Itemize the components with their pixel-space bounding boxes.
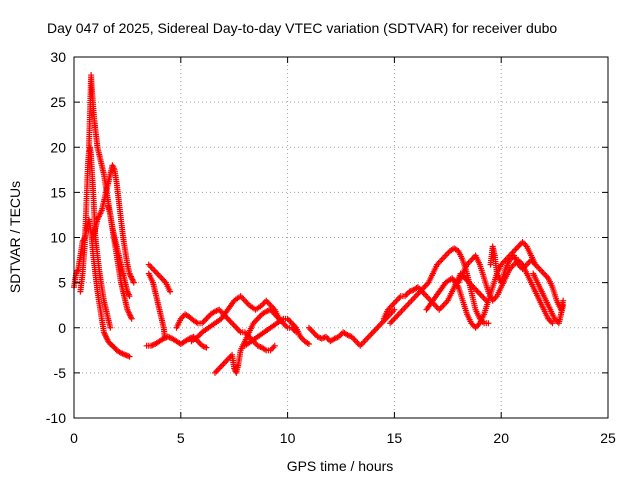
series-track-13: [305, 306, 398, 349]
y-axis-label: SDTVAR / TECUs: [7, 181, 23, 293]
x-tick-label: 20: [493, 430, 509, 446]
y-tick-label: 25: [50, 94, 66, 110]
data-point: [485, 320, 492, 327]
y-tick-label: 10: [50, 230, 66, 246]
y-tick-label: 0: [58, 320, 66, 336]
x-tick-label: 0: [70, 430, 78, 446]
x-tick-label: 25: [600, 430, 616, 446]
data-point: [305, 340, 312, 347]
series-track-2: [77, 144, 114, 331]
y-tick-label: 20: [50, 139, 66, 155]
series-track-4: [90, 162, 137, 286]
series-track-19: [530, 270, 567, 327]
y-tick-label: -5: [54, 365, 67, 381]
x-tick-label: 15: [387, 430, 403, 446]
data-point: [128, 315, 135, 322]
data-points: [71, 72, 567, 376]
axis-ticks: 0 5 10 15 20 25 -10 -5 0 5 10 15 20 25 30: [46, 49, 616, 446]
data-point: [126, 353, 133, 360]
grid-lines: [74, 57, 608, 418]
series-track-17: [455, 252, 556, 327]
series-track-12: [241, 315, 312, 349]
series-track-3: [85, 72, 133, 300]
series-track-6: [145, 261, 174, 295]
data-point: [126, 293, 133, 300]
y-tick-label: 30: [50, 49, 66, 65]
series-track-5: [105, 202, 135, 322]
y-tick-label: 15: [50, 184, 66, 200]
data-point: [271, 342, 278, 349]
x-axis-label: GPS time / hours: [287, 458, 394, 474]
series-track-11: [188, 293, 300, 345]
data-point: [203, 344, 210, 351]
y-tick-label: -10: [46, 410, 66, 426]
y-tick-label: 5: [58, 275, 66, 291]
data-point: [391, 306, 398, 313]
x-tick-label: 5: [177, 430, 185, 446]
data-point: [549, 320, 556, 327]
series-track-7: [145, 270, 168, 340]
x-tick-label: 10: [280, 430, 296, 446]
series-track-18: [487, 243, 567, 313]
data-point: [130, 279, 137, 286]
data-point: [560, 302, 567, 309]
chart-title: Day 047 of 2025, Sidereal Day-to-day VTE…: [47, 20, 557, 36]
data-point: [202, 344, 209, 351]
data-point: [167, 288, 174, 295]
series-track-9: [173, 306, 278, 354]
data-point: [107, 324, 114, 331]
series-track-10: [211, 306, 283, 376]
series-track-15: [387, 245, 492, 327]
